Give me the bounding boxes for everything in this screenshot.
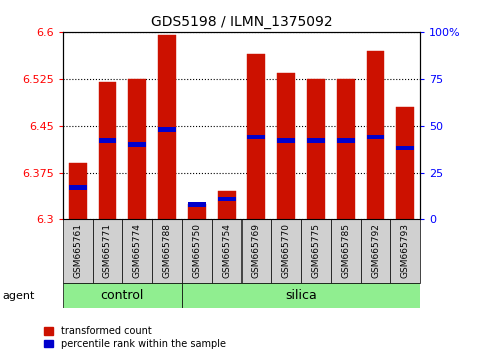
Bar [277, 138, 295, 143]
Text: GSM665775: GSM665775 [312, 223, 320, 278]
Bar [247, 54, 265, 219]
Bar [390, 219, 420, 283]
Text: silica: silica [285, 289, 317, 302]
Bar [301, 219, 331, 283]
Text: GSM665793: GSM665793 [401, 223, 410, 278]
Bar [218, 191, 236, 219]
Text: control: control [100, 289, 144, 302]
Bar [122, 219, 152, 283]
Bar [69, 163, 86, 219]
Text: GSM665769: GSM665769 [252, 223, 261, 278]
Bar [182, 219, 212, 283]
Bar [99, 82, 116, 219]
Text: GSM665754: GSM665754 [222, 223, 231, 278]
Bar [212, 219, 242, 283]
Bar [397, 146, 414, 150]
Bar [218, 197, 236, 201]
Bar [337, 138, 355, 143]
Bar [361, 219, 390, 283]
Text: GSM665771: GSM665771 [103, 223, 112, 278]
Bar [128, 79, 146, 219]
Bar [242, 219, 271, 283]
Bar [158, 127, 176, 132]
Bar [188, 202, 206, 207]
Bar [247, 135, 265, 139]
Bar [397, 107, 414, 219]
Bar [271, 219, 301, 283]
Title: GDS5198 / ILMN_1375092: GDS5198 / ILMN_1375092 [151, 16, 332, 29]
Bar [182, 283, 420, 308]
Text: GSM665750: GSM665750 [192, 223, 201, 278]
Bar [128, 142, 146, 147]
Bar [93, 219, 122, 283]
Text: GSM665788: GSM665788 [163, 223, 171, 278]
Bar [367, 135, 384, 139]
Bar [337, 79, 355, 219]
Bar [277, 73, 295, 219]
Legend: transformed count, percentile rank within the sample: transformed count, percentile rank withi… [43, 326, 226, 349]
Bar [188, 204, 206, 219]
Bar [69, 185, 86, 190]
Bar [99, 138, 116, 143]
Bar [63, 219, 93, 283]
Bar [331, 219, 361, 283]
Bar [307, 138, 325, 143]
Bar [63, 283, 182, 308]
Bar [152, 219, 182, 283]
Text: agent: agent [2, 291, 35, 301]
Text: GSM665785: GSM665785 [341, 223, 350, 278]
Bar [367, 51, 384, 219]
Bar [158, 35, 176, 219]
Text: GSM665792: GSM665792 [371, 223, 380, 278]
Text: GSM665761: GSM665761 [73, 223, 82, 278]
Text: GSM665774: GSM665774 [133, 223, 142, 278]
Text: GSM665770: GSM665770 [282, 223, 291, 278]
Bar [307, 79, 325, 219]
